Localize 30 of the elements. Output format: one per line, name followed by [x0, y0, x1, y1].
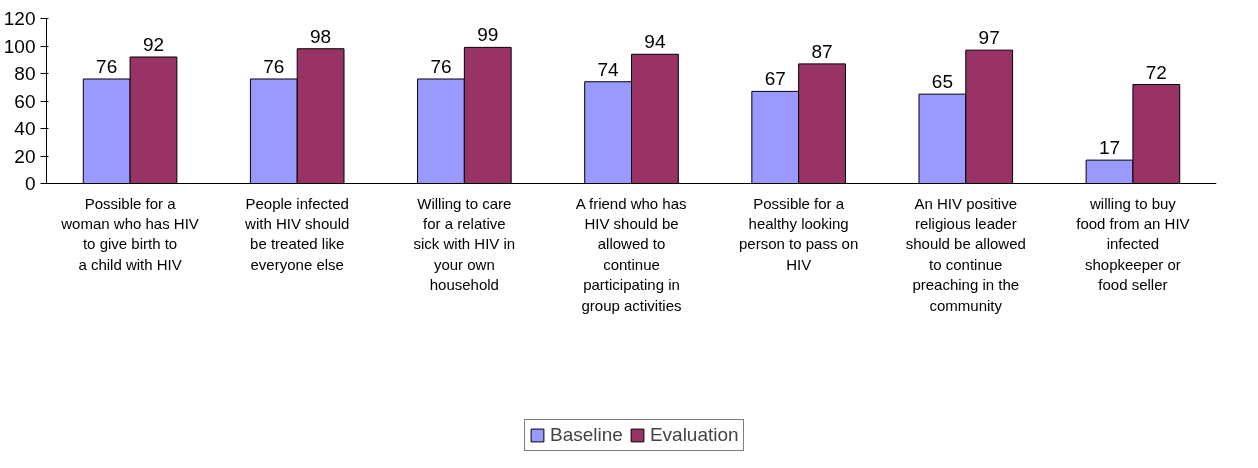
y-tick-label: 120 — [3, 8, 36, 29]
data-label: 65 — [931, 71, 953, 93]
y-tick-label: 20 — [14, 145, 36, 167]
data-label: 76 — [96, 56, 118, 77]
y-tick-label: 100 — [3, 35, 36, 57]
data-label: 76 — [430, 56, 452, 77]
y-tick-label: 60 — [14, 90, 36, 112]
x-tick-label: Possible for a healthy looking person to pass on HIV — [739, 194, 859, 273]
data-label: 94 — [644, 31, 666, 53]
data-label: 98 — [310, 25, 332, 47]
legend-label: Baseline — [550, 424, 623, 446]
x-tick-label: People infected with HIV should be treated like everyone else — [244, 194, 350, 273]
data-label: 87 — [811, 40, 833, 62]
data-label: 67 — [764, 68, 786, 90]
data-label: 17 — [1098, 137, 1121, 159]
data-label: 72 — [1145, 61, 1167, 83]
data-label: 99 — [477, 24, 499, 46]
legend-label: Evaluation — [649, 424, 739, 446]
y-tick-label: 40 — [14, 118, 36, 139]
y-tick-label: 80 — [14, 63, 36, 84]
data-label: 74 — [597, 58, 620, 80]
x-tick-label: willing to buy food from an HIV infected shopkeeper or food seller — [1076, 194, 1190, 294]
x-tick-label: A friend who has HIV should be allowed to continue participating in group activities — [575, 194, 687, 314]
x-tick-label: Willing to care for a relative sick with HIV in your own household — [413, 194, 516, 294]
data-label: 76 — [263, 56, 285, 77]
x-tick-label: Possible for a woman who has HIV to give birth to a child with HIV — [60, 194, 199, 273]
data-label: 92 — [142, 34, 165, 55]
y-tick-label: 0 — [24, 173, 36, 194]
x-tick-label: An HIV positive religious leader should be allowed to continue preaching in the community — [905, 194, 1026, 314]
data-label: 97 — [978, 27, 1000, 49]
